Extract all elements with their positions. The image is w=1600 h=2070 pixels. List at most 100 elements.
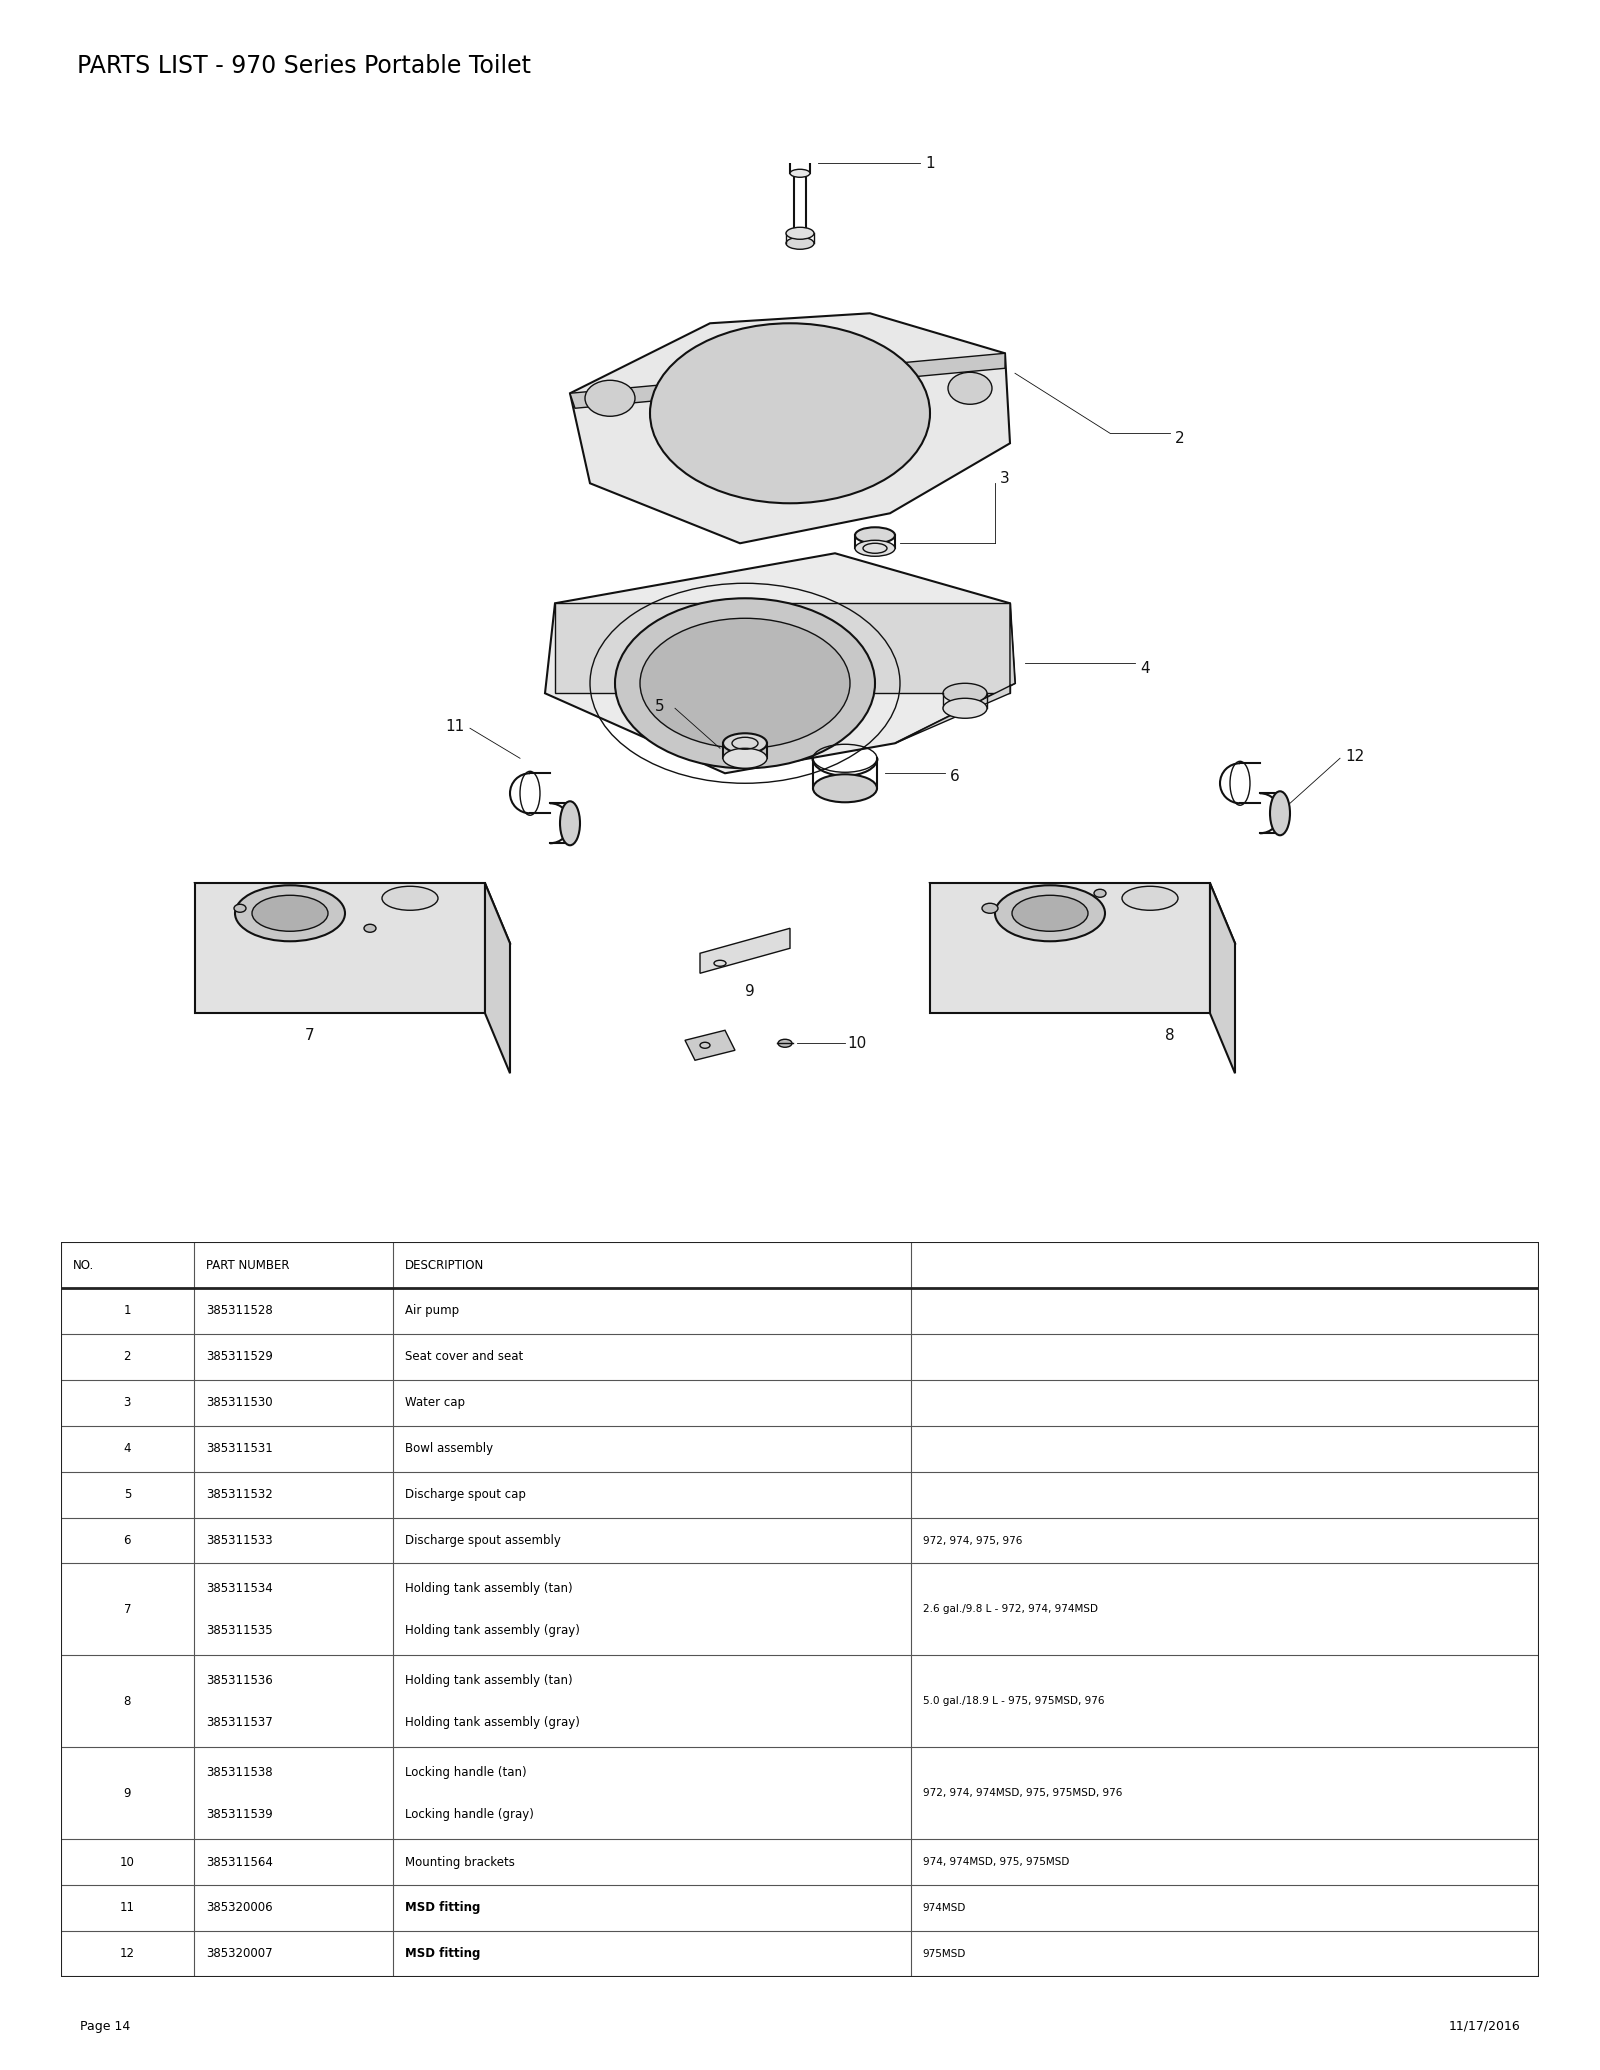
Bar: [61, 1242, 1539, 1288]
Ellipse shape: [586, 381, 635, 416]
Text: 972, 974, 974MSD, 975, 975MSD, 976: 972, 974, 974MSD, 975, 975MSD, 976: [923, 1788, 1122, 1799]
Text: 5.0 gal./18.9 L - 975, 975MSD, 976: 5.0 gal./18.9 L - 975, 975MSD, 976: [923, 1695, 1104, 1706]
Text: 385311535: 385311535: [206, 1625, 272, 1637]
Text: Holding tank assembly (tan): Holding tank assembly (tan): [405, 1581, 573, 1594]
Text: 8: 8: [123, 1695, 131, 1708]
Text: 8: 8: [1165, 1029, 1174, 1043]
Text: Holding tank assembly (tan): Holding tank assembly (tan): [405, 1675, 573, 1687]
Text: MSD fitting: MSD fitting: [405, 1902, 480, 1915]
Text: Discharge spout cap: Discharge spout cap: [405, 1488, 526, 1501]
Text: 7: 7: [123, 1602, 131, 1617]
Ellipse shape: [1094, 890, 1106, 896]
Ellipse shape: [723, 747, 766, 768]
Bar: [61, 1886, 1539, 1931]
Text: 385311564: 385311564: [206, 1855, 272, 1869]
Bar: [61, 1426, 1539, 1472]
Text: 9: 9: [746, 983, 755, 1000]
Text: 11/17/2016: 11/17/2016: [1448, 2020, 1520, 2033]
Ellipse shape: [614, 598, 875, 768]
Text: 12: 12: [120, 1948, 134, 1960]
Text: 5: 5: [123, 1488, 131, 1501]
Bar: [61, 1288, 1539, 1333]
Ellipse shape: [1013, 896, 1088, 932]
Polygon shape: [930, 884, 1235, 944]
Text: 1: 1: [123, 1304, 131, 1317]
Ellipse shape: [790, 149, 810, 157]
Text: 11: 11: [446, 718, 466, 733]
Ellipse shape: [790, 170, 810, 178]
Text: DESCRIPTION: DESCRIPTION: [405, 1259, 485, 1273]
Text: 385320006: 385320006: [206, 1902, 272, 1915]
Text: NO.: NO.: [72, 1259, 94, 1273]
Text: Holding tank assembly (gray): Holding tank assembly (gray): [405, 1716, 581, 1728]
Text: 7: 7: [306, 1029, 315, 1043]
Polygon shape: [701, 927, 790, 973]
Text: 3: 3: [123, 1397, 131, 1410]
Ellipse shape: [786, 228, 814, 240]
Text: 385311537: 385311537: [206, 1716, 272, 1728]
Text: 385311528: 385311528: [206, 1304, 272, 1317]
Ellipse shape: [640, 619, 850, 747]
Ellipse shape: [723, 733, 766, 753]
Ellipse shape: [786, 238, 814, 248]
Ellipse shape: [234, 905, 246, 913]
Text: 10: 10: [846, 1035, 866, 1052]
Text: 385311531: 385311531: [206, 1443, 272, 1455]
Ellipse shape: [1122, 886, 1178, 911]
Text: 10: 10: [120, 1855, 134, 1869]
Text: 975MSD: 975MSD: [923, 1948, 966, 1958]
Polygon shape: [894, 602, 1014, 743]
Text: Mounting brackets: Mounting brackets: [405, 1855, 515, 1869]
Bar: [61, 1838, 1539, 1886]
Bar: [61, 1563, 1539, 1656]
Polygon shape: [555, 602, 1010, 693]
Text: Water cap: Water cap: [405, 1397, 466, 1410]
Text: Air pump: Air pump: [405, 1304, 459, 1317]
Ellipse shape: [235, 886, 346, 942]
Polygon shape: [570, 313, 1010, 542]
Ellipse shape: [794, 230, 806, 236]
Polygon shape: [685, 1031, 734, 1060]
Ellipse shape: [650, 323, 930, 503]
Text: 2: 2: [1174, 431, 1184, 445]
Bar: [61, 1333, 1539, 1381]
Text: 2: 2: [123, 1350, 131, 1364]
Ellipse shape: [253, 896, 328, 932]
Text: 12: 12: [1346, 749, 1365, 764]
Ellipse shape: [560, 801, 579, 845]
Text: Locking handle (tan): Locking handle (tan): [405, 1766, 526, 1778]
Text: 385311539: 385311539: [206, 1807, 272, 1822]
Ellipse shape: [382, 886, 438, 911]
Text: 1: 1: [925, 155, 934, 172]
Ellipse shape: [942, 683, 987, 704]
Ellipse shape: [365, 925, 376, 932]
Bar: [61, 1656, 1539, 1747]
Bar: [61, 1747, 1539, 1838]
Text: 11: 11: [120, 1902, 134, 1915]
Polygon shape: [570, 354, 1005, 408]
Polygon shape: [195, 884, 510, 944]
Text: Page 14: Page 14: [80, 2020, 130, 2033]
Text: Locking handle (gray): Locking handle (gray): [405, 1807, 534, 1822]
Polygon shape: [195, 884, 485, 1014]
Text: 385311533: 385311533: [206, 1534, 272, 1546]
Text: Discharge spout assembly: Discharge spout assembly: [405, 1534, 562, 1546]
Text: 385311532: 385311532: [206, 1488, 272, 1501]
Text: 9: 9: [123, 1786, 131, 1799]
Polygon shape: [1210, 884, 1235, 1072]
Text: Bowl assembly: Bowl assembly: [405, 1443, 493, 1455]
Text: 385311536: 385311536: [206, 1675, 272, 1687]
Polygon shape: [485, 884, 510, 1072]
Text: PARTS LIST - 970 Series Portable Toilet: PARTS LIST - 970 Series Portable Toilet: [77, 54, 531, 79]
Text: 4: 4: [123, 1443, 131, 1455]
Text: 385311529: 385311529: [206, 1350, 272, 1364]
Text: 974, 974MSD, 975, 975MSD: 974, 974MSD, 975, 975MSD: [923, 1857, 1069, 1867]
Text: 385311534: 385311534: [206, 1581, 272, 1594]
Polygon shape: [546, 553, 1014, 774]
Ellipse shape: [947, 373, 992, 404]
Bar: [61, 1517, 1539, 1563]
Polygon shape: [930, 884, 1210, 1014]
Text: 5: 5: [656, 700, 666, 714]
Ellipse shape: [854, 540, 894, 557]
Bar: [61, 1472, 1539, 1517]
